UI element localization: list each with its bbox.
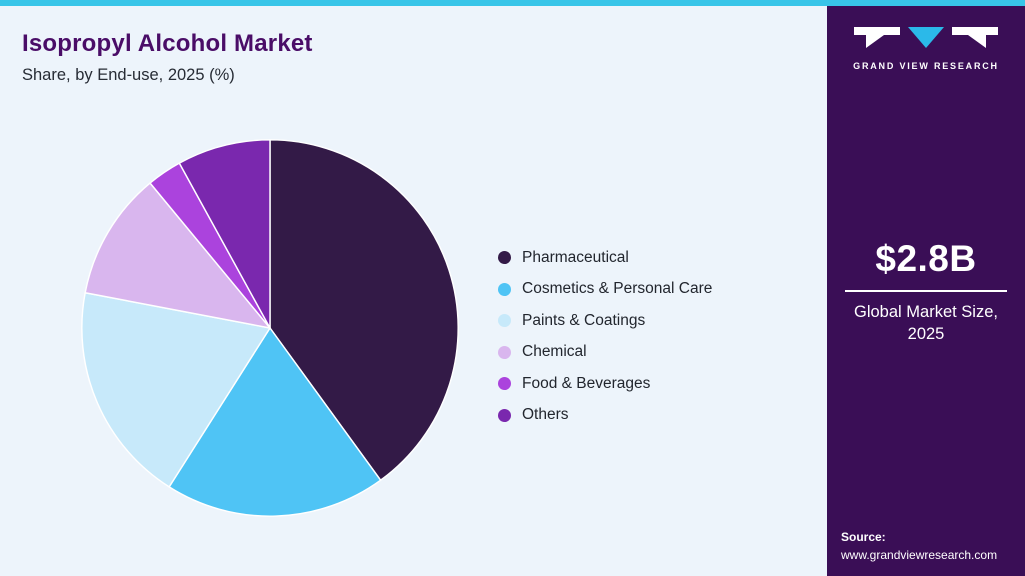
- legend-swatch: [498, 282, 511, 296]
- source-label: Source:: [841, 530, 886, 545]
- pie-slice-pharmaceutical: [269, 139, 459, 481]
- logo-v-shape: [908, 27, 944, 48]
- pie-slice-chemical: [84, 182, 271, 329]
- market-size-block: $2.8B Global Market Size, 2025: [827, 238, 1025, 346]
- legend-swatch: [498, 314, 511, 328]
- market-size-label: Global Market Size, 2025: [854, 303, 998, 344]
- sidebar: GRAND VIEW RESEARCH $2.8B Global Market …: [827, 6, 1025, 576]
- legend-item: Paints & Coatings: [498, 305, 712, 337]
- logo-r-shape: [952, 27, 998, 48]
- pie-slice-paints-coatings: [81, 292, 271, 488]
- brand-name: GRAND VIEW RESEARCH: [853, 61, 999, 71]
- logo-g-shape: [854, 27, 900, 48]
- chart-legend: Pharmaceutical Cosmetics & Personal Care P…: [498, 242, 712, 431]
- gvr-logo: GRAND VIEW RESEARCH: [827, 6, 1025, 71]
- source-url[interactable]: www.grandviewresearch.com: [841, 547, 998, 562]
- legend-item: Others: [498, 400, 712, 432]
- legend-swatch: [498, 377, 511, 391]
- legend-label: Chemical: [522, 343, 587, 361]
- top-accent-bar: [0, 0, 1025, 6]
- page-title: Isopropyl Alcohol Market: [22, 30, 313, 57]
- legend-item: Pharmaceutical: [498, 242, 712, 274]
- legend-item: Cosmetics & Personal Care: [498, 274, 712, 306]
- legend-swatch: [498, 345, 511, 359]
- legend-item: Chemical: [498, 337, 712, 369]
- pie-chart: [81, 139, 459, 517]
- legend-label: Others: [522, 406, 569, 424]
- legend-swatch: [498, 408, 511, 422]
- legend-label: Pharmaceutical: [522, 248, 629, 266]
- legend-item: Food & Beverages: [498, 368, 712, 400]
- market-size-divider: [845, 290, 1007, 292]
- page-subtitle: Share, by End-use, 2025 (%): [22, 66, 235, 84]
- legend-label: Cosmetics & Personal Care: [522, 280, 713, 298]
- market-size-value: $2.8B: [875, 238, 977, 279]
- legend-swatch: [498, 251, 511, 265]
- legend-label: Food & Beverages: [522, 374, 651, 392]
- gvr-logo-icon: [854, 27, 998, 48]
- pie-slice-others: [178, 139, 271, 329]
- source-block: Source: www.grandviewresearch.com: [841, 529, 997, 564]
- legend-label: Paints & Coatings: [522, 311, 646, 329]
- chart-panel: Isopropyl Alcohol Market Share, by End-u…: [0, 6, 827, 576]
- pie-slice-cosmetics-personal-care: [168, 327, 382, 517]
